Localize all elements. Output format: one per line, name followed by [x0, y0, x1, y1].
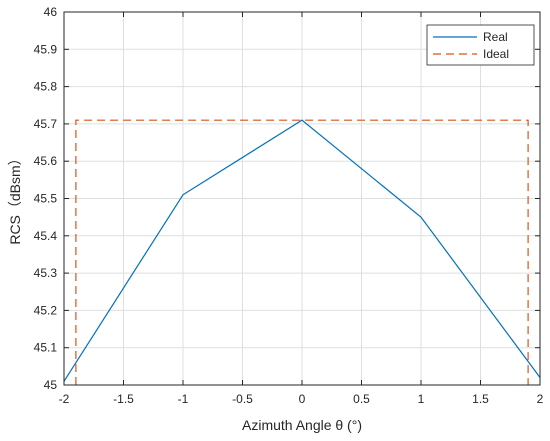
x-tick-label: 0: [299, 392, 306, 406]
x-tick-label: -1.5: [113, 392, 134, 406]
series-line-real: [63, 119, 541, 382]
y-tick-label: 45: [44, 378, 58, 392]
y-tick-label: 45.9: [34, 42, 58, 56]
series-line-ideal: [75, 119, 529, 385]
tick-marks: [63, 11, 541, 386]
y-tick-label: 45.1: [34, 341, 58, 355]
legend-label-real: Real: [483, 30, 508, 44]
legend-label-ideal: Ideal: [483, 47, 509, 61]
y-tick-label: 45.7: [34, 117, 58, 131]
legend-box: [426, 24, 535, 66]
y-tick-label: 45.3: [34, 266, 58, 280]
y-tick-label: 45.6: [34, 154, 58, 168]
x-axis-label: Azimuth Angle θ (°): [242, 417, 362, 433]
x-tick-label: 2: [537, 392, 544, 406]
legend: Real Ideal: [426, 24, 535, 66]
y-tick-label: 45.8: [34, 80, 58, 94]
y-tick-label: 45.5: [34, 192, 58, 206]
y-axis-label: RCS（dBsm）: [7, 151, 23, 244]
y-tick-labels: 45 45.1 45.2 45.3 45.4 45.5 45.6 45.7 45.8 45.9 46: [34, 5, 58, 392]
x-tick-label: -2: [59, 392, 70, 406]
series-group: [63, 119, 541, 385]
y-tick-label: 46: [44, 5, 58, 19]
y-tick-label: 45.2: [34, 303, 58, 317]
y-tick-label: 45.4: [34, 229, 58, 243]
x-tick-label: -1: [178, 392, 189, 406]
x-tick-label: 1: [418, 392, 425, 406]
x-tick-labels: -2 -1.5 -1 -0.5 0 0.5 1 1.5 2: [59, 392, 544, 406]
x-tick-label: 1.5: [472, 392, 489, 406]
x-tick-label: -0.5: [232, 392, 253, 406]
x-tick-label: 0.5: [353, 392, 370, 406]
